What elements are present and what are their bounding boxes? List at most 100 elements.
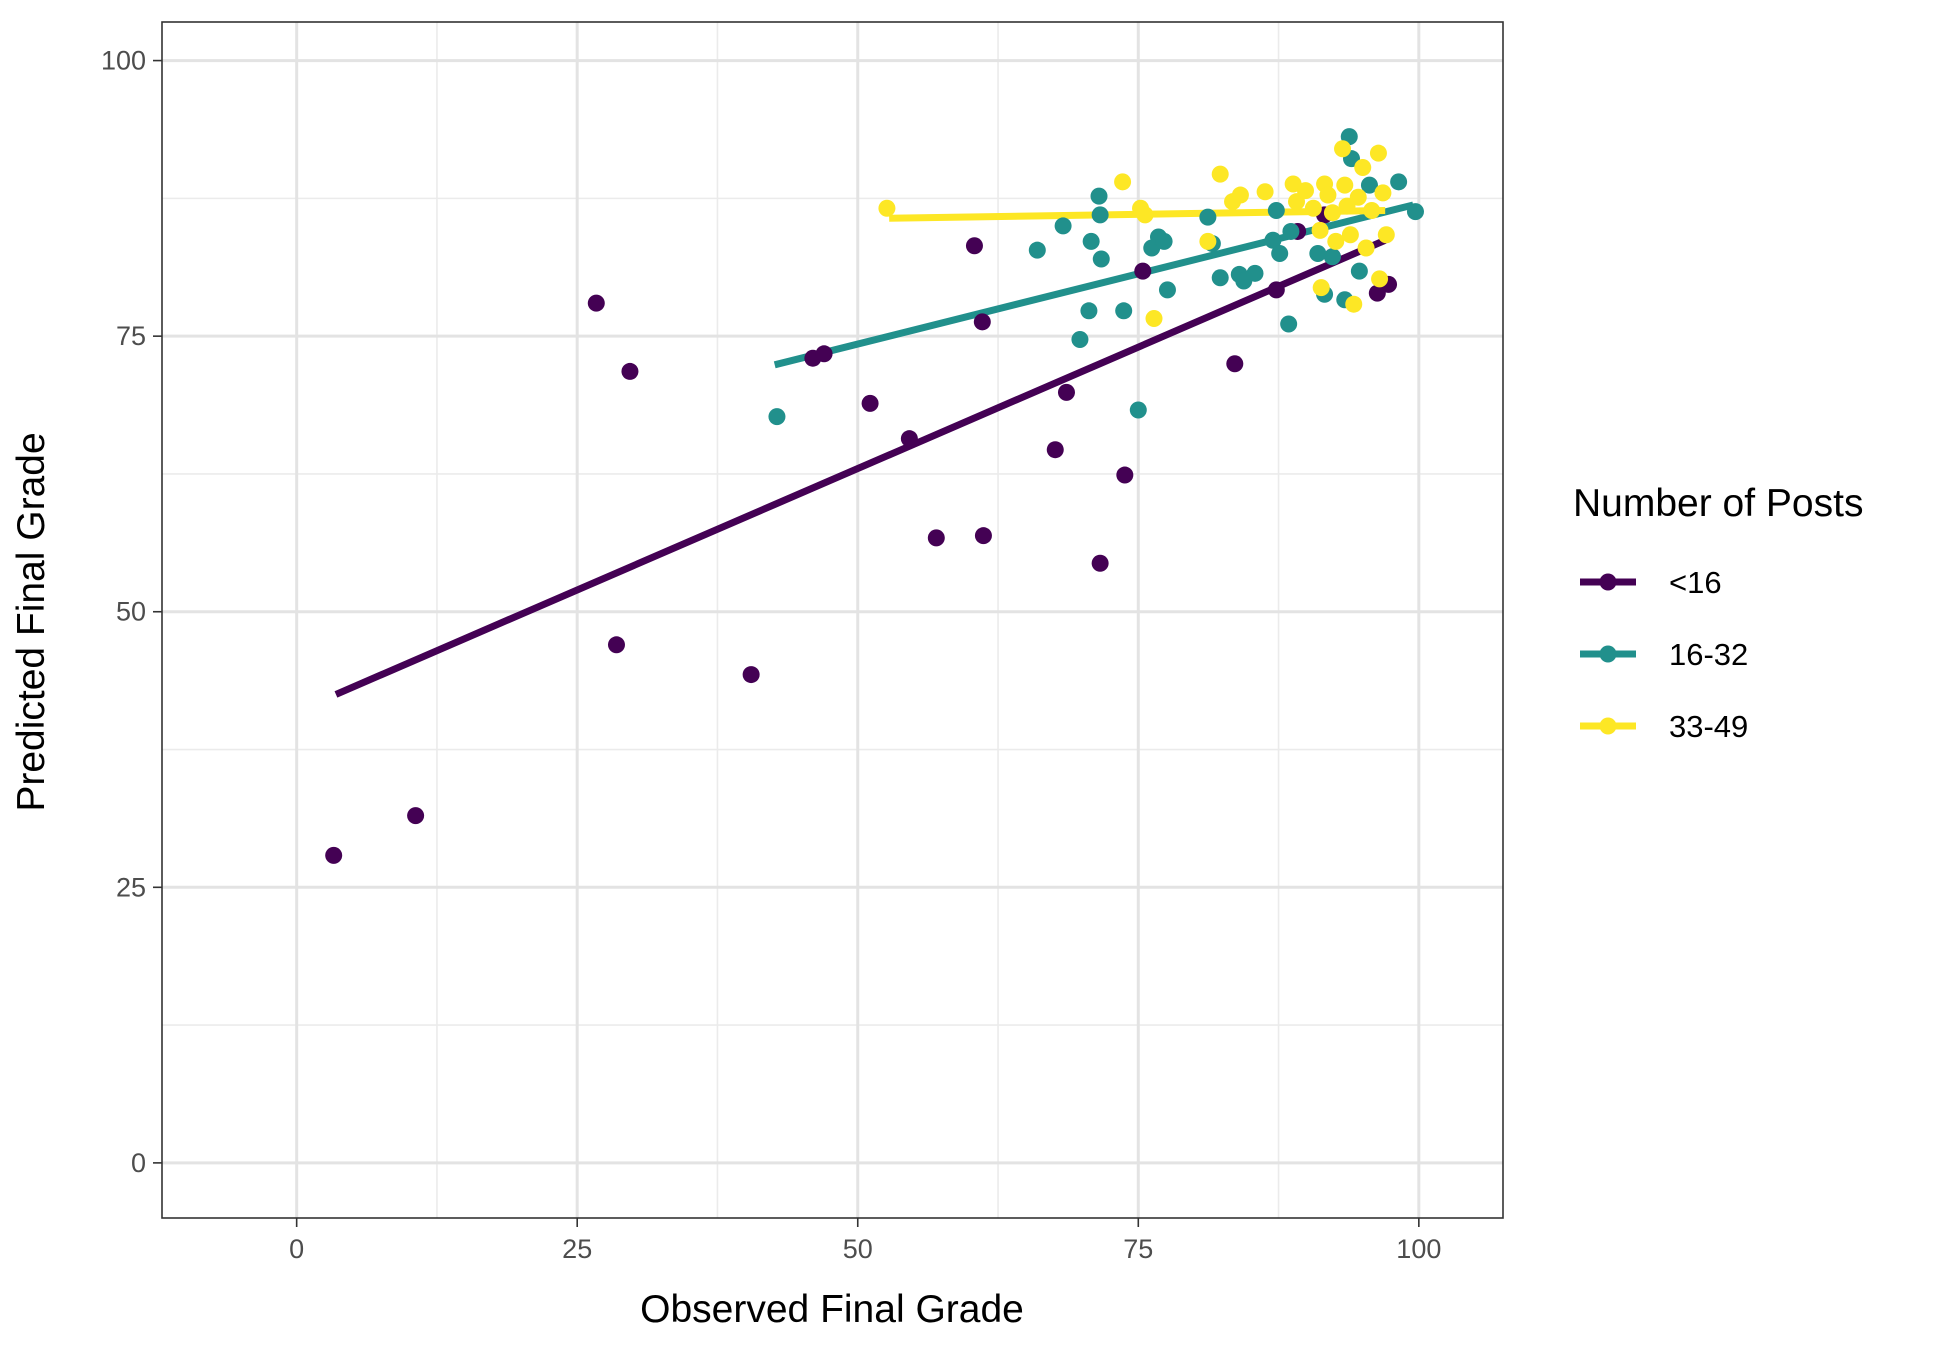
data-point — [1354, 159, 1372, 177]
data-point — [1374, 184, 1392, 202]
data-point — [407, 807, 425, 825]
data-point — [607, 636, 625, 654]
data-point — [1080, 302, 1098, 320]
data-point — [1311, 221, 1329, 239]
x-axis-title: Observed Final Grade — [640, 1288, 1024, 1331]
data-point — [861, 394, 879, 412]
data-points — [325, 128, 1424, 864]
trend-line — [773, 201, 1415, 369]
x-tick-label: 0 — [289, 1234, 304, 1264]
data-point — [1357, 239, 1375, 257]
data-point — [1349, 188, 1367, 206]
data-point — [1406, 203, 1424, 221]
data-point — [325, 846, 343, 864]
legend-label: 33-49 — [1669, 709, 1748, 744]
data-point — [1280, 315, 1298, 333]
data-point — [1345, 295, 1363, 313]
data-point — [1226, 355, 1244, 373]
data-point — [1267, 201, 1285, 219]
major-gridlines — [162, 22, 1503, 1218]
data-point — [974, 527, 992, 545]
data-point — [1158, 281, 1176, 299]
data-point — [1334, 140, 1352, 158]
data-point — [1371, 270, 1389, 288]
data-point — [1390, 173, 1408, 191]
data-point — [973, 313, 991, 331]
legend-title: Number of Posts — [1573, 482, 1863, 525]
data-point — [1082, 232, 1100, 250]
data-point — [1115, 302, 1133, 320]
legend-label: <16 — [1669, 565, 1722, 600]
data-point — [1071, 330, 1089, 348]
data-point — [1282, 222, 1300, 240]
legend-items: <16 16-32 33-49 — [1580, 565, 1748, 744]
data-point — [1092, 250, 1110, 268]
data-point — [1360, 176, 1378, 194]
data-point — [1264, 231, 1282, 249]
data-point — [742, 666, 760, 684]
y-tick-label: 25 — [116, 872, 146, 902]
trend-line — [334, 237, 1387, 698]
data-point — [1267, 281, 1285, 299]
data-point — [1046, 441, 1064, 459]
data-point — [1304, 199, 1322, 217]
data-point — [1129, 401, 1147, 419]
data-point — [1296, 182, 1314, 200]
x-tick-label: 50 — [843, 1234, 873, 1264]
data-point — [587, 294, 605, 312]
data-point — [1091, 554, 1109, 572]
data-point — [1090, 187, 1108, 205]
data-point — [1246, 264, 1264, 282]
legend-key-point — [1599, 645, 1617, 663]
y-tick-label: 100 — [101, 46, 146, 76]
x-tick-label: 100 — [1396, 1234, 1441, 1264]
plot-panel-border — [161, 21, 1504, 1219]
x-tick-label: 25 — [562, 1234, 592, 1264]
y-tick-label: 0 — [131, 1148, 146, 1178]
data-point — [878, 199, 896, 217]
data-point — [1091, 206, 1109, 224]
data-point — [1323, 248, 1341, 266]
data-point — [1341, 226, 1359, 244]
data-point — [1231, 186, 1249, 204]
data-point — [1327, 232, 1345, 250]
data-point — [1028, 241, 1046, 259]
y-tick-label: 50 — [116, 597, 146, 627]
data-point — [1336, 176, 1354, 194]
data-point — [1309, 244, 1327, 262]
data-point — [1312, 279, 1330, 297]
y-axis-title: Predicted Final Grade — [10, 432, 53, 811]
data-point — [1256, 183, 1274, 201]
data-point — [1136, 206, 1154, 224]
data-point — [1369, 144, 1387, 162]
data-point — [1363, 201, 1381, 219]
data-point — [1054, 217, 1072, 235]
data-point — [1116, 466, 1134, 484]
data-point — [1211, 269, 1229, 287]
data-point — [927, 529, 945, 547]
data-point — [1211, 165, 1229, 183]
data-point — [768, 408, 786, 426]
data-point — [815, 345, 833, 363]
data-point — [1199, 232, 1217, 250]
legend-key-point — [1599, 573, 1617, 591]
legend: Number of Posts <16 16-32 33-49 — [1573, 482, 1863, 744]
data-point — [1145, 310, 1163, 328]
data-point — [1319, 186, 1337, 204]
data-point — [621, 362, 639, 380]
legend-label: 16-32 — [1669, 637, 1748, 672]
data-point — [1350, 262, 1368, 280]
data-point — [1114, 173, 1132, 191]
y-tick-label: 75 — [116, 321, 146, 351]
data-point — [1057, 383, 1075, 401]
data-point — [965, 237, 983, 255]
data-point — [1199, 208, 1217, 226]
minor-gridlines — [162, 22, 1503, 1218]
y-axis-ticks: 0 25 50 75 100 — [101, 46, 162, 1178]
data-point — [1271, 244, 1289, 262]
data-point — [1377, 226, 1395, 244]
data-point — [1134, 262, 1152, 280]
data-point — [1323, 204, 1341, 222]
